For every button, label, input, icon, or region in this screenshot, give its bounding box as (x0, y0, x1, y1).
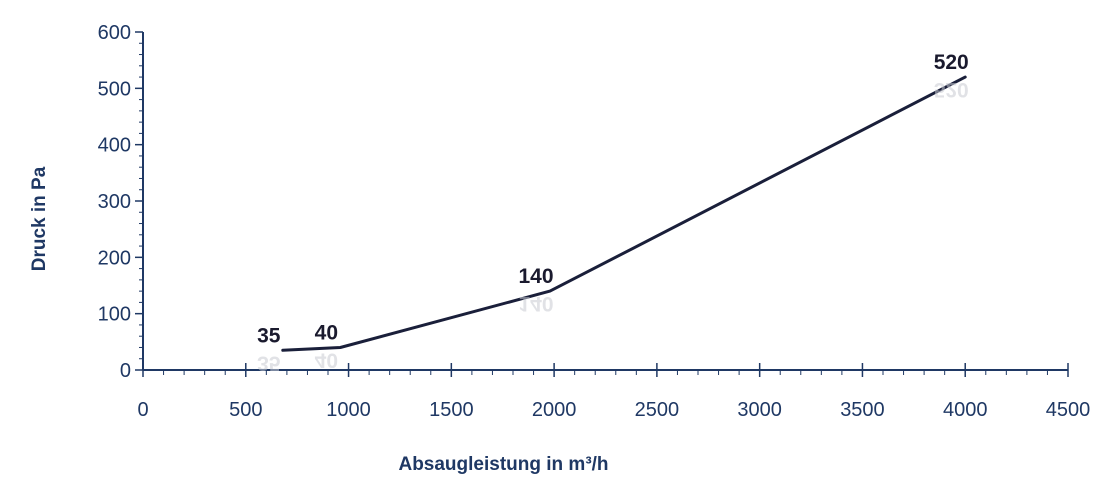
y-tick-label: 600 (98, 22, 131, 44)
y-tick-label: 100 (98, 304, 131, 326)
series (281, 75, 967, 352)
data-label-reflection: 140 (518, 292, 553, 315)
x-tick-label: 500 (229, 399, 262, 421)
data-labels: 35 35 40 40 140 140 520 520 (257, 51, 969, 374)
x-tick-label: 3500 (840, 399, 885, 421)
y-tick-label: 400 (98, 135, 131, 157)
x-tick-label: 2000 (532, 399, 577, 421)
data-label: 35 (257, 324, 281, 347)
data-label: 140 (518, 265, 553, 288)
y-tick-label: 0 (120, 360, 131, 382)
x-tick-label: 0 (137, 399, 148, 421)
x-tick-label: 3000 (737, 399, 782, 421)
x-tick-label: 1500 (429, 399, 474, 421)
y-axis-title: Druck in Pa (29, 166, 50, 271)
axes (142, 32, 1068, 371)
y-tick-label: 500 (98, 78, 131, 100)
x-tick-label: 1000 (326, 399, 371, 421)
x-tick-label: 2500 (635, 399, 680, 421)
data-label-reflection: 35 (257, 351, 281, 374)
series-line (281, 75, 967, 352)
x-tick-label: 4000 (943, 399, 988, 421)
x-axis-title: Absaugleistung in m³/h (398, 454, 608, 475)
data-label: 520 (934, 51, 969, 74)
y-tick-label: 200 (98, 247, 131, 269)
data-label-reflection: 520 (934, 78, 969, 101)
ticks: 0 500 1000 1500 2000 2500 3000 3500 4000 4500 0 100… (98, 22, 1091, 421)
data-label-reflection: 40 (315, 348, 338, 371)
y-tick-label: 300 (98, 191, 131, 213)
data-label: 40 (315, 321, 338, 344)
x-tick-label: 4500 (1046, 399, 1091, 421)
